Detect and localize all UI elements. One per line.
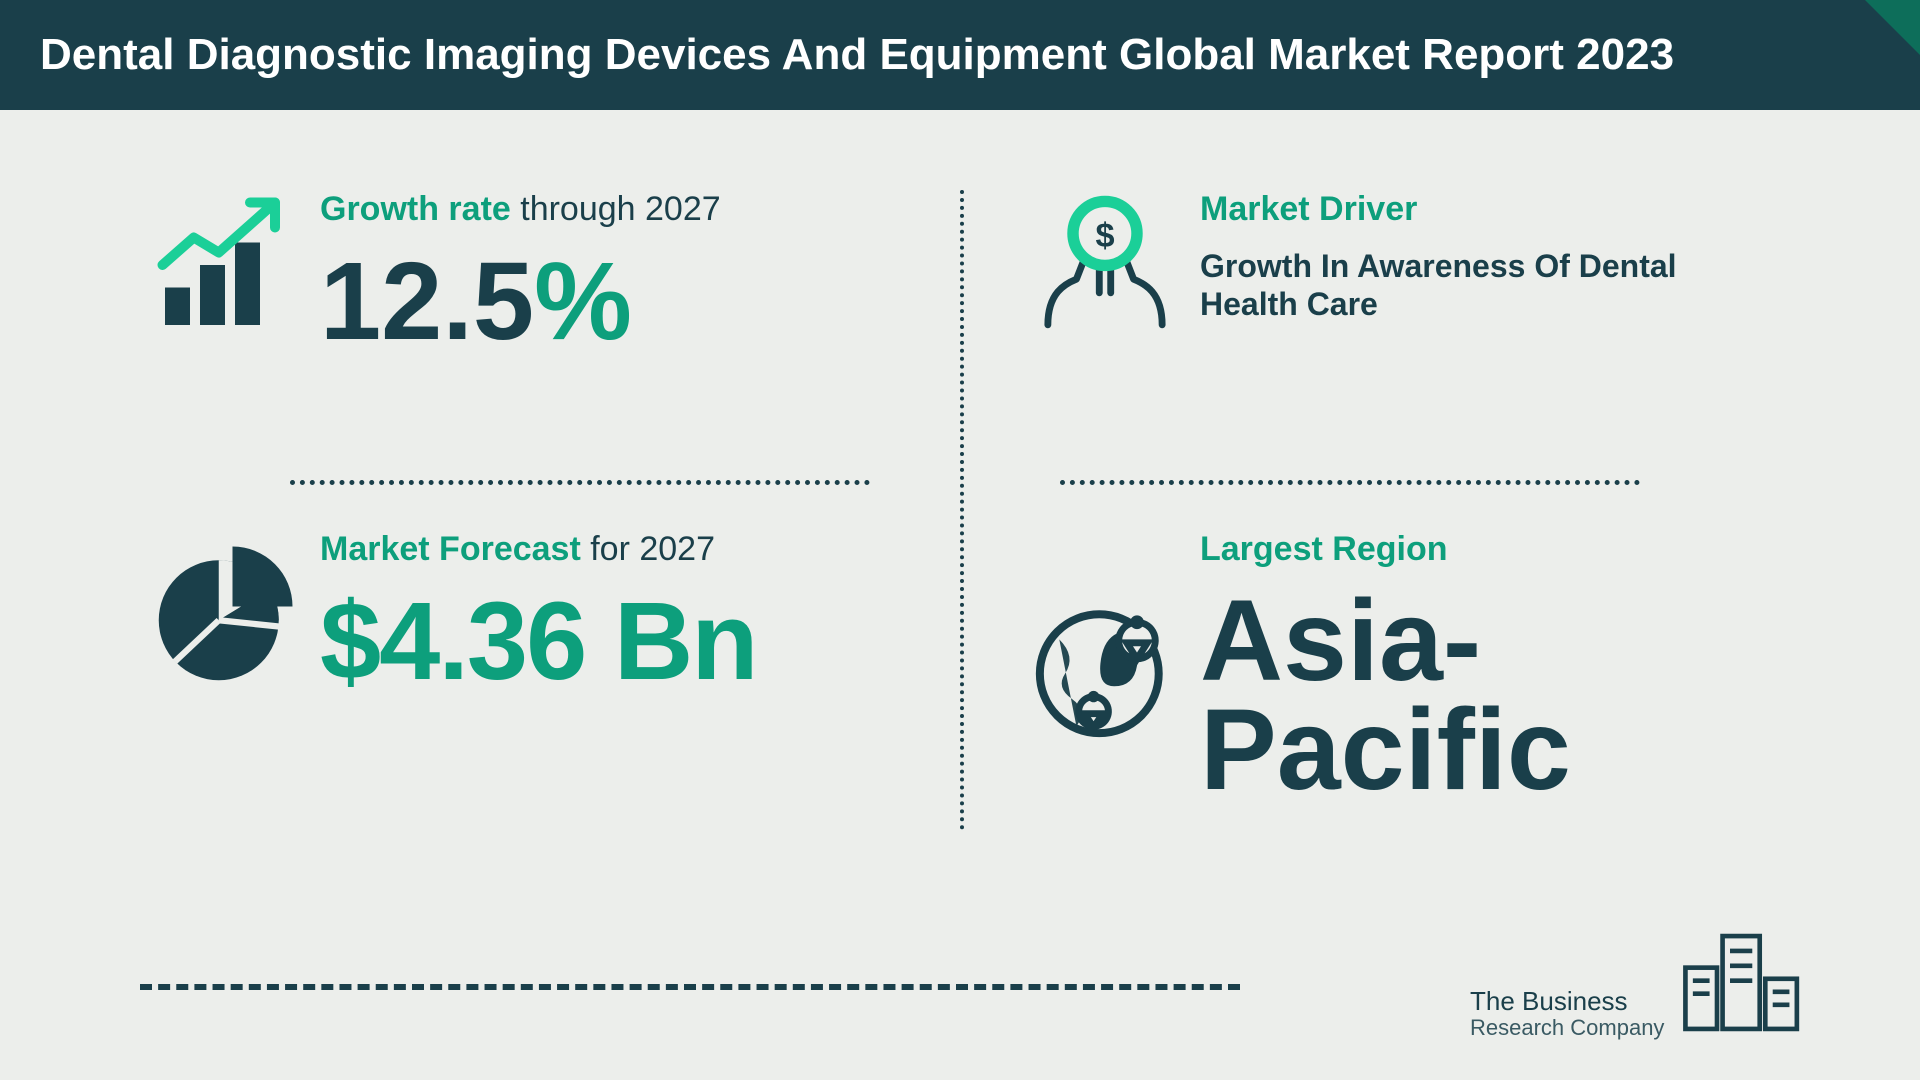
- company-logo-text: The Business Research Company: [1470, 987, 1664, 1040]
- market-forecast-block: Market Forecast for 2027 $4.36 Bn: [140, 530, 900, 697]
- company-logo-line1: The Business: [1470, 987, 1664, 1016]
- largest-region-label-text: Largest Region: [1200, 530, 1447, 568]
- globe-pins-icon: [1020, 588, 1190, 748]
- growth-rate-unit: %: [534, 240, 632, 363]
- left-horizontal-dotted-divider: [290, 480, 870, 485]
- bottom-dashed-line: [140, 984, 1240, 990]
- company-logo-icon: [1678, 925, 1808, 1040]
- report-title: Dental Diagnostic Imaging Devices And Eq…: [40, 30, 1674, 80]
- market-forecast-label-rest: for 2027: [581, 530, 715, 568]
- growth-chart-icon: [140, 190, 310, 340]
- svg-text:$: $: [1095, 217, 1114, 255]
- market-driver-block: $ Market Driver Growth In Awareness Of D…: [1020, 190, 1780, 350]
- market-forecast-label-accent: Market Forecast: [320, 530, 581, 568]
- infographic-body: Growth rate through 2027 12.5% Market Fo…: [0, 110, 1920, 1080]
- growth-rate-label-accent: Growth rate: [320, 190, 511, 228]
- market-driver-text: Growth In Awareness Of Dental Health Car…: [1200, 247, 1720, 324]
- growth-rate-label-rest: through 2027: [511, 190, 721, 228]
- hands-coin-icon: $: [1020, 190, 1190, 350]
- growth-rate-number: 12.5: [320, 240, 534, 363]
- market-driver-label: Market Driver: [1200, 190, 1780, 229]
- largest-region-value: Asia-Pacific: [1200, 587, 1780, 806]
- market-forecast-unit: Bn: [585, 580, 756, 703]
- largest-region-block: Largest Region Asia-Pacific: [1020, 530, 1780, 806]
- right-horizontal-dotted-divider: [1060, 480, 1640, 485]
- report-header: Dental Diagnostic Imaging Devices And Eq…: [0, 0, 1920, 110]
- growth-rate-value: 12.5%: [320, 247, 900, 357]
- vertical-dotted-divider: [960, 190, 964, 830]
- market-forecast-label: Market Forecast for 2027: [320, 530, 900, 569]
- company-logo-line2: Research Company: [1470, 1016, 1664, 1040]
- largest-region-label: Largest Region: [1200, 530, 1780, 569]
- market-driver-label-text: Market Driver: [1200, 190, 1417, 228]
- pie-chart-icon: [140, 539, 310, 689]
- growth-rate-block: Growth rate through 2027 12.5%: [140, 190, 900, 357]
- market-forecast-number: $4.36: [320, 580, 585, 703]
- market-forecast-value: $4.36 Bn: [320, 587, 900, 697]
- growth-rate-label: Growth rate through 2027: [320, 190, 900, 229]
- company-logo: The Business Research Company: [1470, 925, 1830, 1040]
